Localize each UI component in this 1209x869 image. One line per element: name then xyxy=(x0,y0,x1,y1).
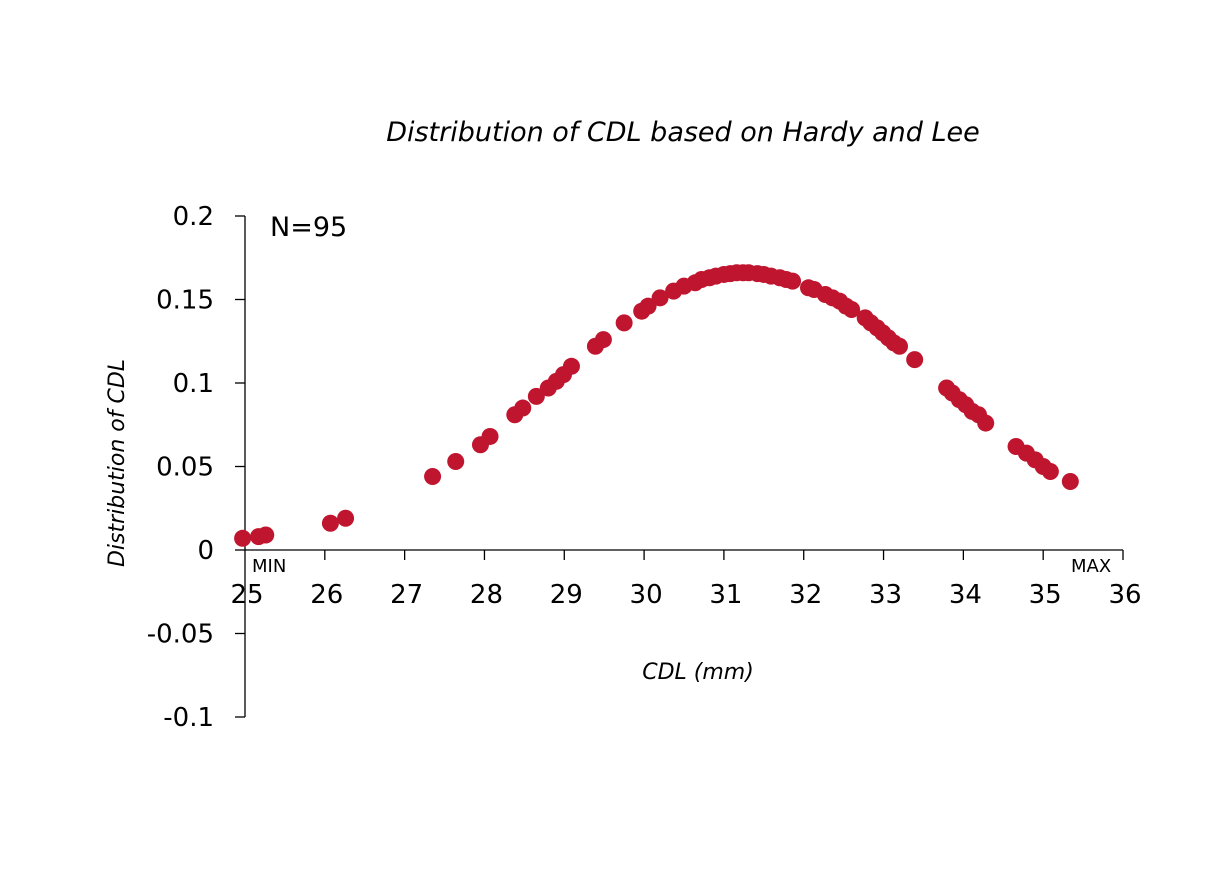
y-tick-label: -0.1 xyxy=(163,703,214,733)
data-point xyxy=(424,468,442,486)
chart-title: Distribution of CDL based on Hardy and L… xyxy=(386,117,980,148)
x-axis: 25 26 27 28 29 30 31 32 33 34 35 36 xyxy=(230,549,1142,610)
data-point xyxy=(1061,473,1079,491)
y-axis-title: Distribution of CDL xyxy=(105,359,130,567)
y-tick-label: -0.05 xyxy=(147,620,214,650)
max-label: MAX xyxy=(1071,556,1111,577)
data-point xyxy=(891,337,909,355)
data-point xyxy=(234,529,252,547)
data-point xyxy=(843,301,861,319)
x-tick-label: 33 xyxy=(869,580,902,610)
x-tick-label: 31 xyxy=(709,580,742,610)
data-point xyxy=(651,289,669,307)
x-tick-label: 28 xyxy=(470,580,503,610)
data-point xyxy=(321,514,339,532)
data-points xyxy=(234,264,1079,547)
y-tick-label: 0.2 xyxy=(173,202,214,232)
data-point xyxy=(1041,463,1059,481)
data-point xyxy=(977,414,995,432)
x-tick-label: 30 xyxy=(630,580,663,610)
data-point xyxy=(615,314,633,332)
x-tick-label: 27 xyxy=(390,580,423,610)
data-point xyxy=(337,509,355,527)
min-label: MIN xyxy=(252,556,286,577)
data-point xyxy=(481,427,499,445)
data-point xyxy=(447,452,465,470)
y-axis: -0.1 -0.05 0 0.05 0.1 0.15 0.2 xyxy=(147,202,246,733)
data-point xyxy=(527,387,545,405)
data-point xyxy=(639,297,657,315)
x-tick-label: 29 xyxy=(550,580,583,610)
y-tick-label: 0.05 xyxy=(156,453,214,483)
y-tick-label: 0.15 xyxy=(156,286,214,316)
x-tick-label: 32 xyxy=(789,580,822,610)
data-point xyxy=(562,357,580,375)
y-tick-label: 0.1 xyxy=(173,369,214,399)
y-tick-label: 0 xyxy=(197,536,214,566)
data-point xyxy=(257,526,275,544)
data-point xyxy=(784,272,802,290)
data-point xyxy=(594,331,612,349)
x-tick-label: 35 xyxy=(1029,580,1062,610)
data-point xyxy=(514,399,532,417)
x-tick-label: 25 xyxy=(230,580,263,610)
x-tick-label: 34 xyxy=(949,580,982,610)
x-tick-label: 36 xyxy=(1108,580,1141,610)
x-tick-label: 26 xyxy=(310,580,343,610)
data-point xyxy=(906,351,924,369)
sample-size-annotation: N=95 xyxy=(270,212,347,243)
x-axis-title: CDL (mm) xyxy=(642,660,754,685)
